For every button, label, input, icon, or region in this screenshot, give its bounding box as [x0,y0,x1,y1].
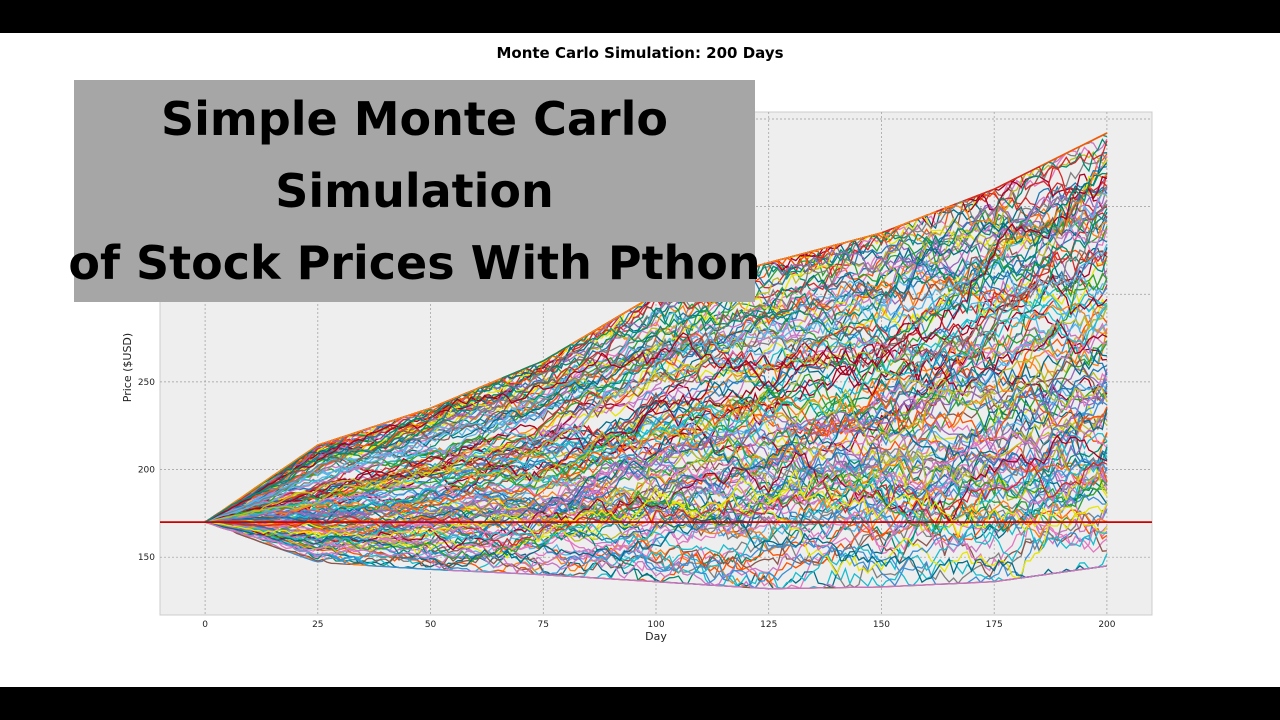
simulation-series-line [204,458,1108,589]
simulation-series-line [204,374,1108,523]
simulation-series-line [204,305,1108,523]
simulation-series-line [204,207,1108,523]
simulation-series-line [204,372,1108,553]
y-tick-label: 200 [138,466,155,476]
simulation-series-line [204,172,1107,523]
simulation-series-line [204,274,1108,523]
simulation-series-line [204,203,1108,523]
simulation-series-line [205,369,1108,523]
x-tick-label: 0 [202,620,208,630]
simulation-series-line [204,175,1108,523]
simulation-series-line [204,409,1108,555]
simulation-series-line [204,369,1108,523]
simulation-series-line [205,249,1108,523]
simulation-series-line [204,191,1108,523]
title-overlay-banner: Simple Monte Carlo Simulation of Stock P… [68,80,761,302]
x-tick-label: 100 [647,620,664,630]
simulation-series-line [205,385,1108,528]
simulation-series-line [205,511,1108,572]
simulation-series-line [205,398,1108,528]
simulation-series-line [205,497,1108,548]
simulation-series-line [205,476,1107,563]
x-tick-label: 175 [986,620,1003,630]
overlay-line-3: of Stock Prices With Pthon [68,236,761,290]
simulation-series-line [204,250,1108,523]
x-tick-label: 50 [425,620,437,630]
simulation-series-line [205,472,1108,564]
chart-title: Monte Carlo Simulation: 200 Days [496,44,784,62]
simulation-series-line [204,185,1108,523]
simulation-series-line [205,302,1108,523]
x-tick-label: 150 [873,620,890,630]
simulation-series-line [205,286,1108,523]
simulation-series-line [204,517,1107,584]
x-tick-label: 125 [760,620,777,630]
simulation-series-line [204,209,1108,523]
overlay-line-2: Simulation [275,164,554,218]
x-axis-label: Day [645,630,667,643]
y-tick-label: 250 [138,378,155,388]
simulation-series-line [205,455,1108,542]
x-tick-label: 75 [538,620,549,630]
simulation-series-line [204,306,1108,523]
x-tick-label: 200 [1098,620,1115,630]
simulation-series-line [204,521,1107,590]
simulation-series-line [204,162,1108,523]
simulation-series-line [204,249,1108,523]
overlay-line-1: Simple Monte Carlo [161,92,668,146]
simulation-series-line [204,470,1107,580]
simulation-series-line [205,468,1108,543]
x-tick-label: 25 [312,620,323,630]
simulation-series-line [204,259,1107,523]
simulation-series-line [204,208,1108,523]
y-tick-label: 150 [138,553,155,563]
simulation-series-line [204,243,1108,523]
simulation-series-line [205,460,1108,548]
y-axis-label: Price ($USD) [121,333,134,402]
simulation-series-line [205,412,1108,529]
